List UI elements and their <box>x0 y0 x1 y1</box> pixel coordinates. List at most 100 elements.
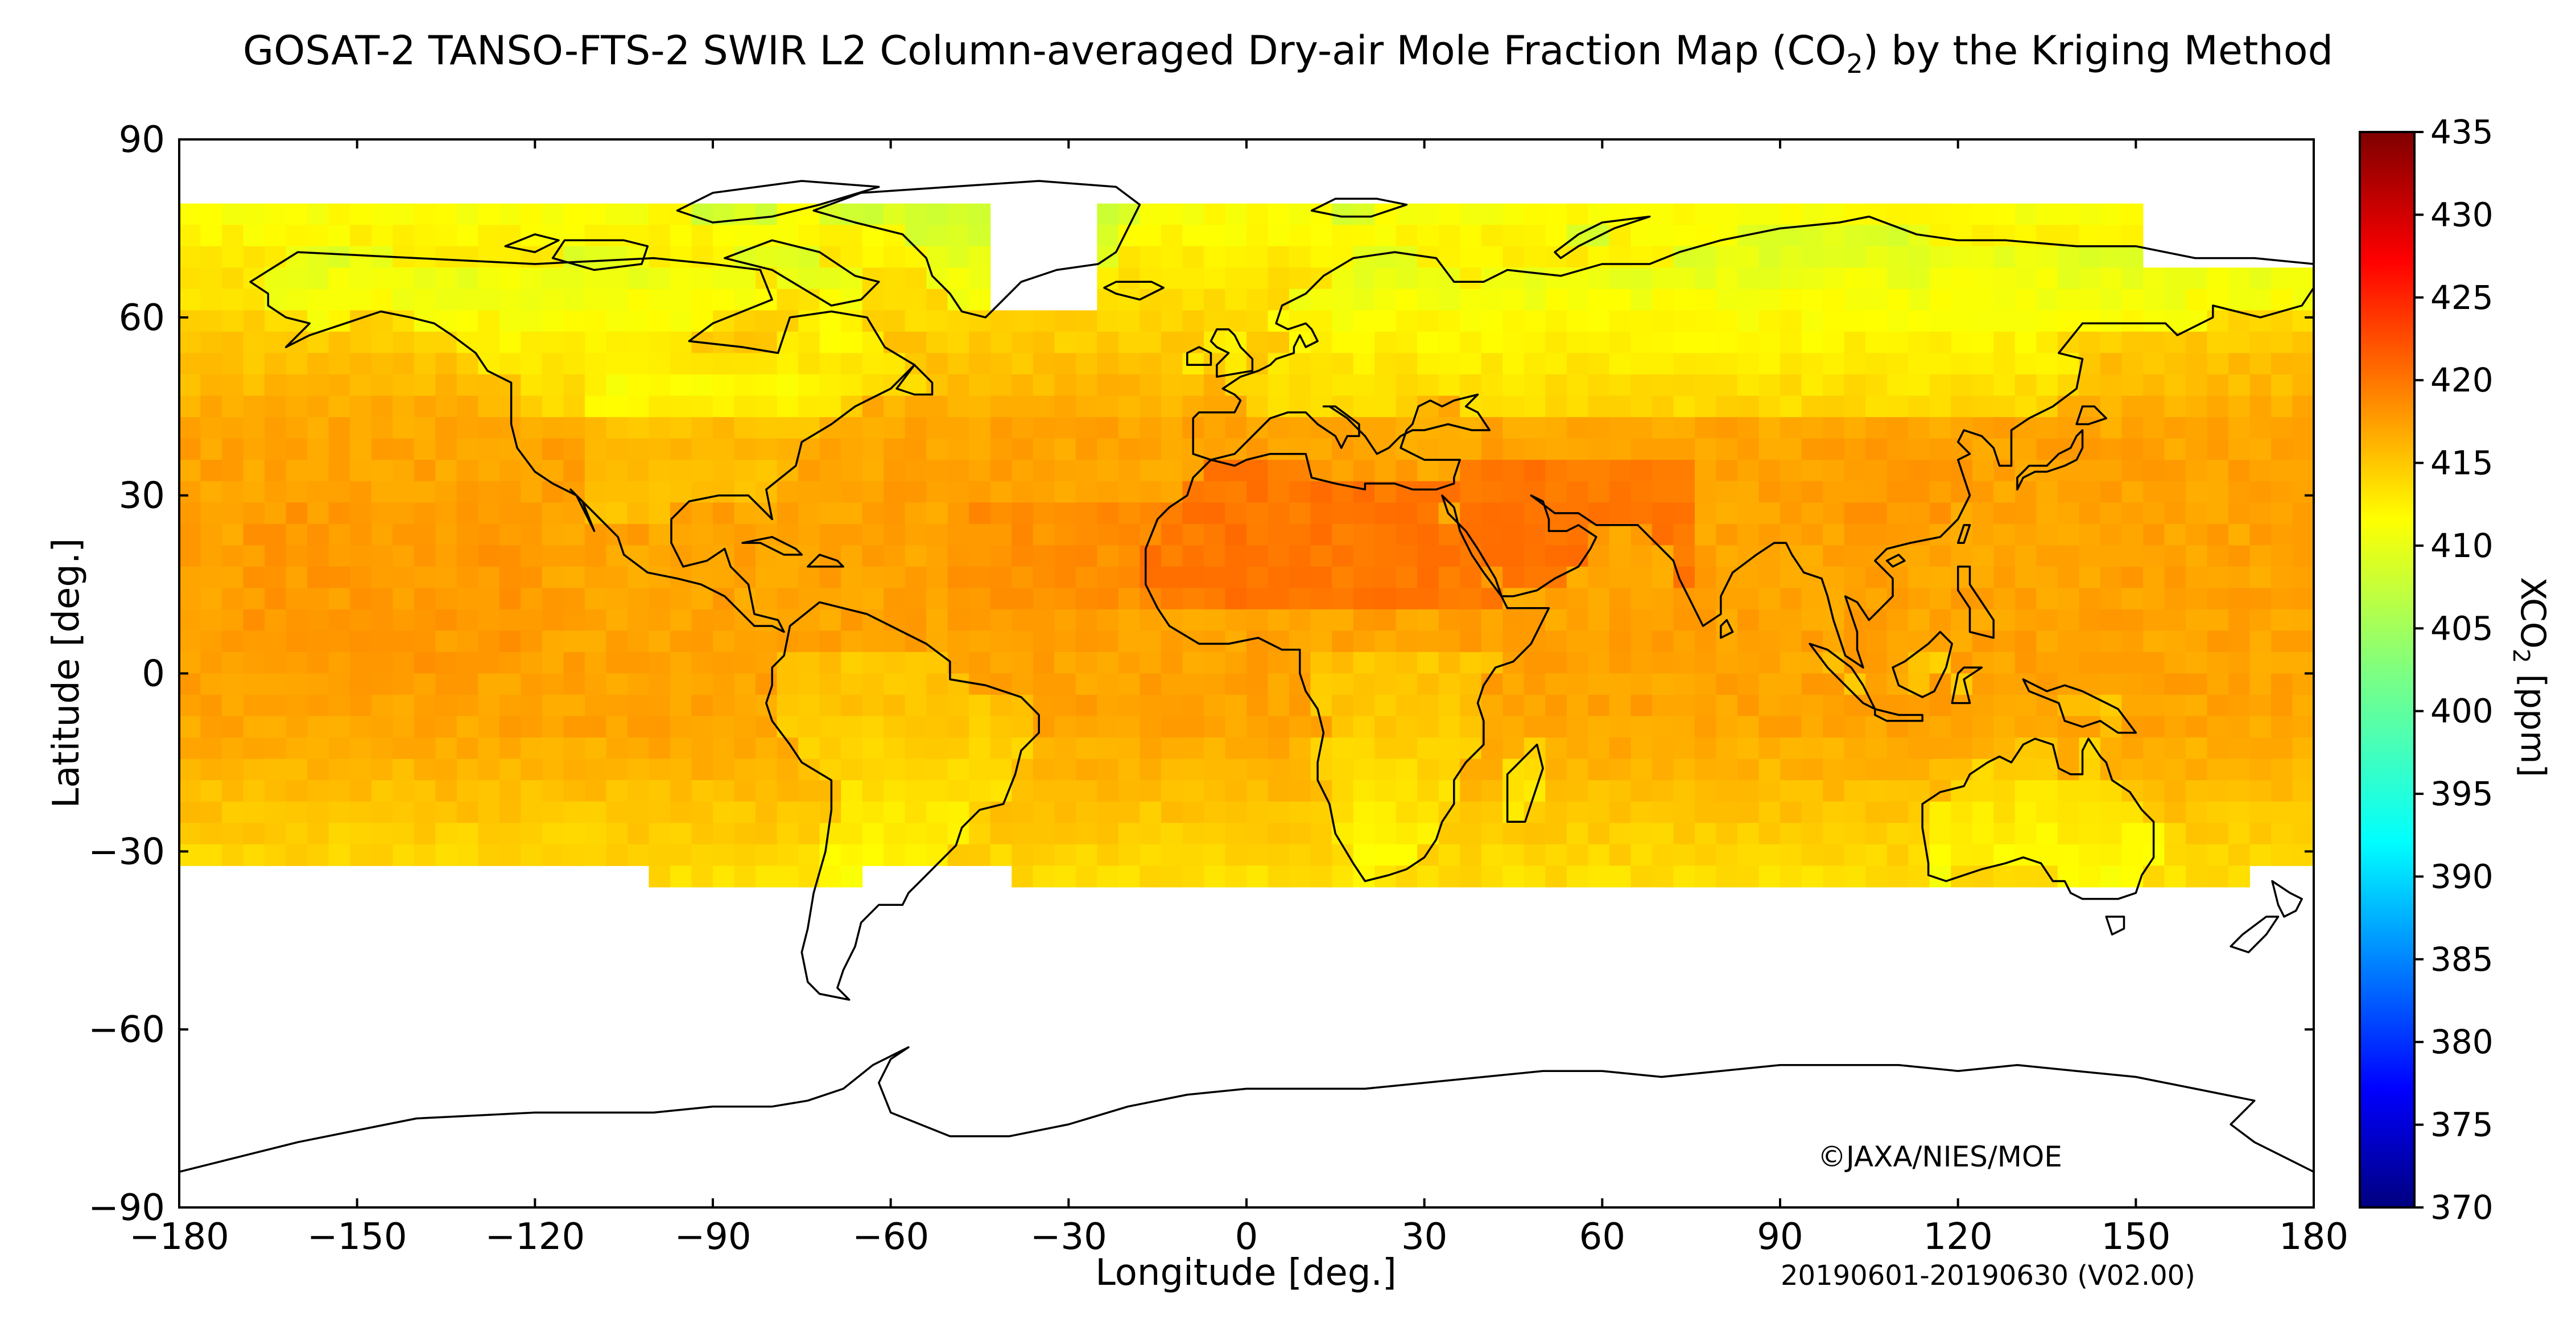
xco2-cell <box>926 523 948 546</box>
xco2-cell <box>713 225 735 247</box>
xco2-cell <box>2014 395 2037 418</box>
xco2-cell <box>200 203 222 225</box>
xco2-cell <box>2036 246 2058 268</box>
xco2-cell <box>862 780 884 802</box>
xco2-cell <box>1524 523 1546 546</box>
xco2-cell <box>1396 673 1418 695</box>
xco2-cell <box>1332 609 1354 632</box>
xco2-cell <box>1054 780 1076 802</box>
xco2-cell <box>1118 203 1140 225</box>
xco2-cell <box>1182 630 1204 653</box>
xco2-cell <box>478 438 500 460</box>
xco2-cell <box>1524 460 1546 482</box>
xco2-cell <box>2228 438 2251 460</box>
xco2-cell <box>1012 310 1034 332</box>
xco2-cell <box>1182 588 1204 610</box>
xco2-cell <box>670 481 692 503</box>
xco2-cell <box>1460 609 1482 632</box>
xco2-cell <box>371 267 393 290</box>
xco2-cell <box>841 267 863 290</box>
xco2-cell <box>1823 823 1845 845</box>
xco2-cell <box>265 523 287 546</box>
xco2-cell <box>243 310 265 332</box>
xco2-cell <box>456 288 478 311</box>
xco2-cell <box>1780 695 1802 717</box>
xco2-cell <box>884 502 906 525</box>
copyright-notice: ©JAXA/NIES/MOE <box>1818 1140 2062 1173</box>
coastline-tasmania <box>2105 916 2125 936</box>
xco2-cell <box>2100 288 2122 311</box>
xco2-cell <box>307 630 329 653</box>
xco2-cell <box>2207 417 2229 439</box>
xco2-cell <box>499 716 521 738</box>
xco2-cell <box>1396 695 1418 717</box>
xco2-cell <box>2036 609 2058 632</box>
xco2-cell <box>1972 310 1994 332</box>
xco2-cell <box>1524 267 1546 290</box>
xco2-cell <box>1609 395 1631 418</box>
xco2-cell <box>521 460 543 482</box>
xco2-cell <box>584 801 606 823</box>
xco2-cell <box>862 545 884 567</box>
xco2-cell <box>2249 695 2272 717</box>
xco2-cell <box>1609 673 1631 695</box>
x-axis: −180 −150 −120 −90 −60 −30 0 30 60 90 120 150 180 <box>129 139 2348 1258</box>
xco2-cell <box>1332 310 1354 332</box>
xco2-cell <box>328 630 350 653</box>
xco2-cell <box>627 844 650 866</box>
xco2-cell <box>371 780 393 802</box>
xco2-cell <box>713 417 735 439</box>
xco2-cell <box>2207 353 2229 375</box>
xco2-cell <box>819 695 841 717</box>
xco2-cell <box>2185 523 2207 546</box>
xco2-cell <box>1865 395 1888 418</box>
xco2-cell <box>350 780 372 802</box>
coastline-hainan <box>1885 554 1906 568</box>
xco2-cell <box>286 374 308 397</box>
xco2-cell <box>947 566 969 588</box>
xco2-cell <box>691 225 713 247</box>
xco2-cell <box>1161 844 1183 866</box>
xco2-cell <box>1737 823 1760 845</box>
xco2-cell <box>393 374 415 397</box>
xco2-cell <box>1033 481 1055 503</box>
xco2-cell <box>1225 609 1247 632</box>
xco2-cell <box>990 374 1012 397</box>
xco2-cell <box>1566 374 1588 397</box>
xco2-cell <box>2057 652 2079 674</box>
xco2-cell <box>2164 502 2186 525</box>
xco2-cell <box>1716 288 1738 311</box>
xco2-cell <box>1694 758 1717 781</box>
xco2-cell <box>1502 395 1525 418</box>
xco2-cell <box>606 203 628 225</box>
xco2-cell <box>841 758 863 781</box>
xco2-cell <box>1630 609 1653 632</box>
xco2-cell <box>521 801 543 823</box>
xco2-cell <box>1673 652 1695 674</box>
xco2-cell <box>2270 737 2293 760</box>
xco2-cell <box>1566 310 1588 332</box>
xco2-cell <box>478 609 500 632</box>
xco2-cell <box>2079 246 2101 268</box>
coastline-greenland <box>812 180 1141 319</box>
xco2-cell <box>1844 695 1866 717</box>
xco2-cell <box>606 609 628 632</box>
xco2-cell <box>1310 652 1332 674</box>
xco2-cell <box>713 758 735 781</box>
xco2-cell <box>884 460 906 482</box>
xco2-cell <box>1075 374 1097 397</box>
xco2-cell <box>307 310 329 332</box>
xco2-cell <box>1566 438 1588 460</box>
xco2-cell <box>649 695 671 717</box>
xco2-cell <box>2292 823 2314 845</box>
xco2-cell <box>798 395 820 418</box>
xco2-cell <box>2207 865 2229 888</box>
xco2-cell <box>1609 267 1631 290</box>
xco2-cell <box>456 695 478 717</box>
xco2-cell <box>990 673 1012 695</box>
xco2-cell <box>456 737 478 760</box>
xco2-cell <box>926 331 948 353</box>
xco2-cell <box>1673 502 1695 525</box>
xco2-cell <box>350 609 372 632</box>
xco2-cell <box>691 417 713 439</box>
